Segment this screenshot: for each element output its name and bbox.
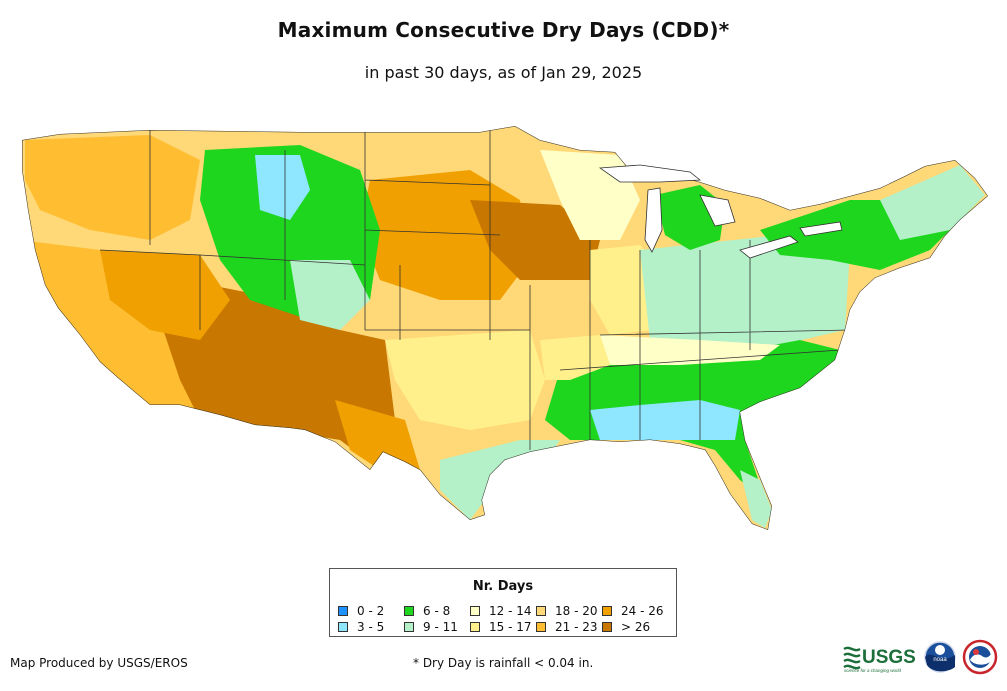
noaa-logo: noaa [924,641,956,673]
usgs-tagline: science for a changing world [844,668,902,673]
map-legend: Nr. Days 0 - 2 3 - 5 6 - 8 9 - 11 12 - 1… [329,568,677,637]
map-credit: Map Produced by USGS/EROS [10,656,188,670]
legend-item: 24 - 26 [602,603,668,619]
legend-label: 0 - 2 [357,604,385,618]
legend-swatch [602,622,612,632]
legend-label: 9 - 11 [423,620,458,634]
legend-items: 0 - 2 3 - 5 6 - 8 9 - 11 12 - 14 15 - 17… [338,603,668,635]
agency-logos: USGS science for a changing world noaa [843,639,998,675]
zone-colorado-9-11 [290,260,370,330]
legend-label: 24 - 26 [621,604,664,618]
great-lakes [598,164,843,259]
legend-swatch [536,622,546,632]
zone-mid-south-15-17 [540,335,610,380]
legend-item: 12 - 14 [470,603,536,619]
legend-title: Nr. Days [472,579,534,594]
zone-iowa-gt26 [470,200,600,280]
zone-texas-24-26 [335,400,420,470]
legend-swatch [470,622,480,632]
lake-ontario [799,221,843,237]
legend-swatch [338,606,348,616]
legend-swatch [404,606,414,616]
noaa-wordmark: noaa [933,657,947,663]
zone-ohio-valley-9-11 [640,235,850,350]
lake-huron [699,194,736,227]
legend-label: 15 - 17 [489,620,532,634]
legend-swatch [470,606,480,616]
legend-swatch [602,606,612,616]
dry-day-footnote: * Dry Day is rainfall < 0.04 in. [413,656,594,670]
legend-item: 9 - 11 [404,619,470,635]
legend-label: > 26 [621,620,651,634]
zone-florida-peninsula-9-11 [740,470,772,528]
lake-erie [739,235,799,259]
legend-label: 21 - 23 [555,620,598,634]
zone-west-coast-21-23 [22,240,200,420]
legend-label: 6 - 8 [423,604,451,618]
map-subtitle: in past 30 days, as of Jan 29, 2025 [364,63,643,82]
legend-item: > 26 [602,619,668,635]
zone-great-basin-24-26 [100,250,230,340]
legend-label: 12 - 14 [489,604,532,618]
legend-swatch [338,622,348,632]
legend-item: 3 - 5 [338,619,404,635]
usgs-logo: USGS science for a changing world [843,646,916,673]
nws-logo [962,639,998,675]
usgs-wordmark: USGS [862,647,916,668]
legend-swatch [536,606,546,616]
legend-item: 18 - 20 [536,603,602,619]
legend-item: 15 - 17 [470,619,536,635]
lake-superior [598,164,702,183]
map-title: Maximum Consecutive Dry Days (CDD)* [277,18,730,42]
legend-item: 21 - 23 [536,619,602,635]
zone-rockies-3-5 [255,155,310,220]
lake-michigan [644,187,663,253]
zone-southeast-3-5 [590,400,740,440]
legend-item: 6 - 8 [404,603,470,619]
zone-northwest-21-23 [25,135,200,240]
legend-label: 18 - 20 [555,604,598,618]
legend-label: 3 - 5 [357,620,385,634]
zone-southern-plains-15-17 [385,330,545,430]
legend-item: 0 - 2 [338,603,404,619]
legend-swatch [404,622,414,632]
